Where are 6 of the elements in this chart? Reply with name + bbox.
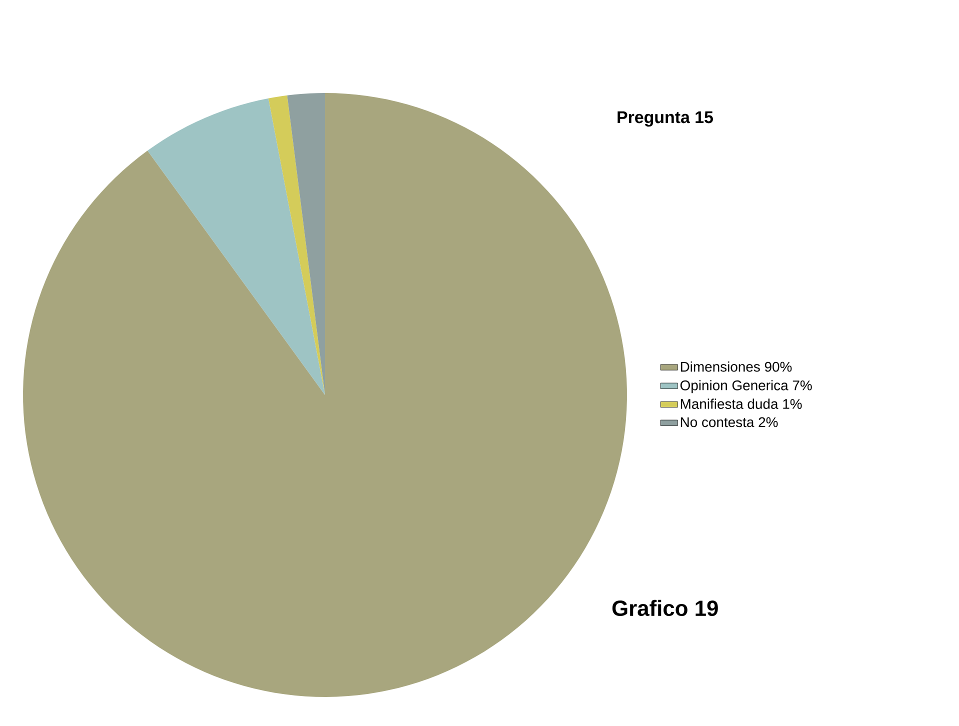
legend-label: Opinion Generica 7% [680, 380, 812, 394]
text: Pregunta 15 [618, 111, 713, 127]
legend-label: No contesta 2% [680, 417, 778, 428]
legend-label: Manifiesta duda 1% [680, 398, 802, 409]
legend-label: Dimensiones 90% [680, 361, 792, 372]
text: Grafico 19 [612, 600, 718, 616]
